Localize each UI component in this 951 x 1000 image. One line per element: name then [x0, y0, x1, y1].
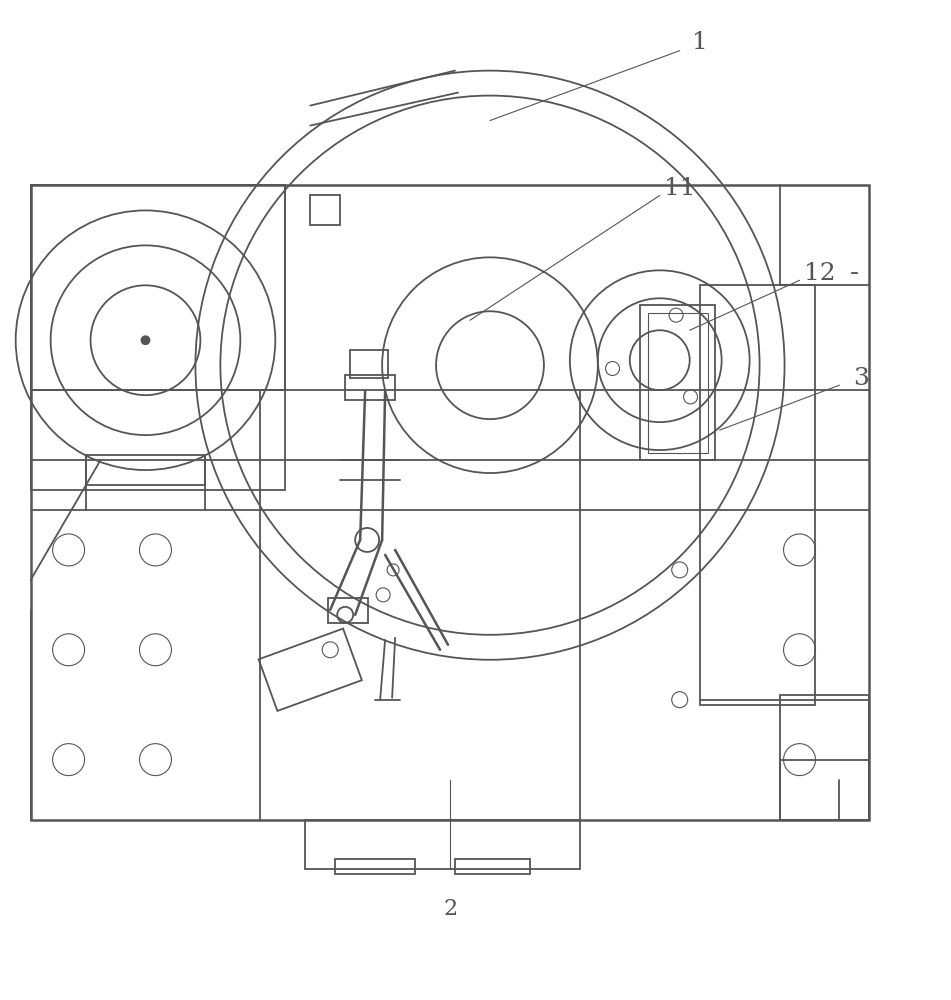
Bar	[335, 859, 415, 874]
Bar	[345, 375, 395, 400]
Bar	[310, 195, 340, 225]
Bar	[30, 185, 869, 820]
Text: 11: 11	[664, 177, 695, 200]
Bar	[305, 820, 580, 869]
Bar	[328, 598, 368, 623]
Text: -: -	[850, 261, 859, 285]
Bar	[455, 859, 530, 874]
Bar	[700, 285, 814, 705]
Text: 1: 1	[691, 31, 708, 54]
Text: 2: 2	[443, 898, 457, 920]
Bar	[648, 313, 708, 453]
Circle shape	[142, 336, 149, 344]
Bar	[350, 350, 388, 378]
Bar	[30, 185, 285, 490]
Bar	[640, 305, 714, 460]
Text: 12: 12	[804, 262, 835, 285]
Bar	[86, 455, 205, 485]
Text: 3: 3	[853, 367, 869, 390]
Bar	[780, 760, 869, 820]
Bar	[30, 185, 285, 390]
Bar	[780, 695, 869, 820]
